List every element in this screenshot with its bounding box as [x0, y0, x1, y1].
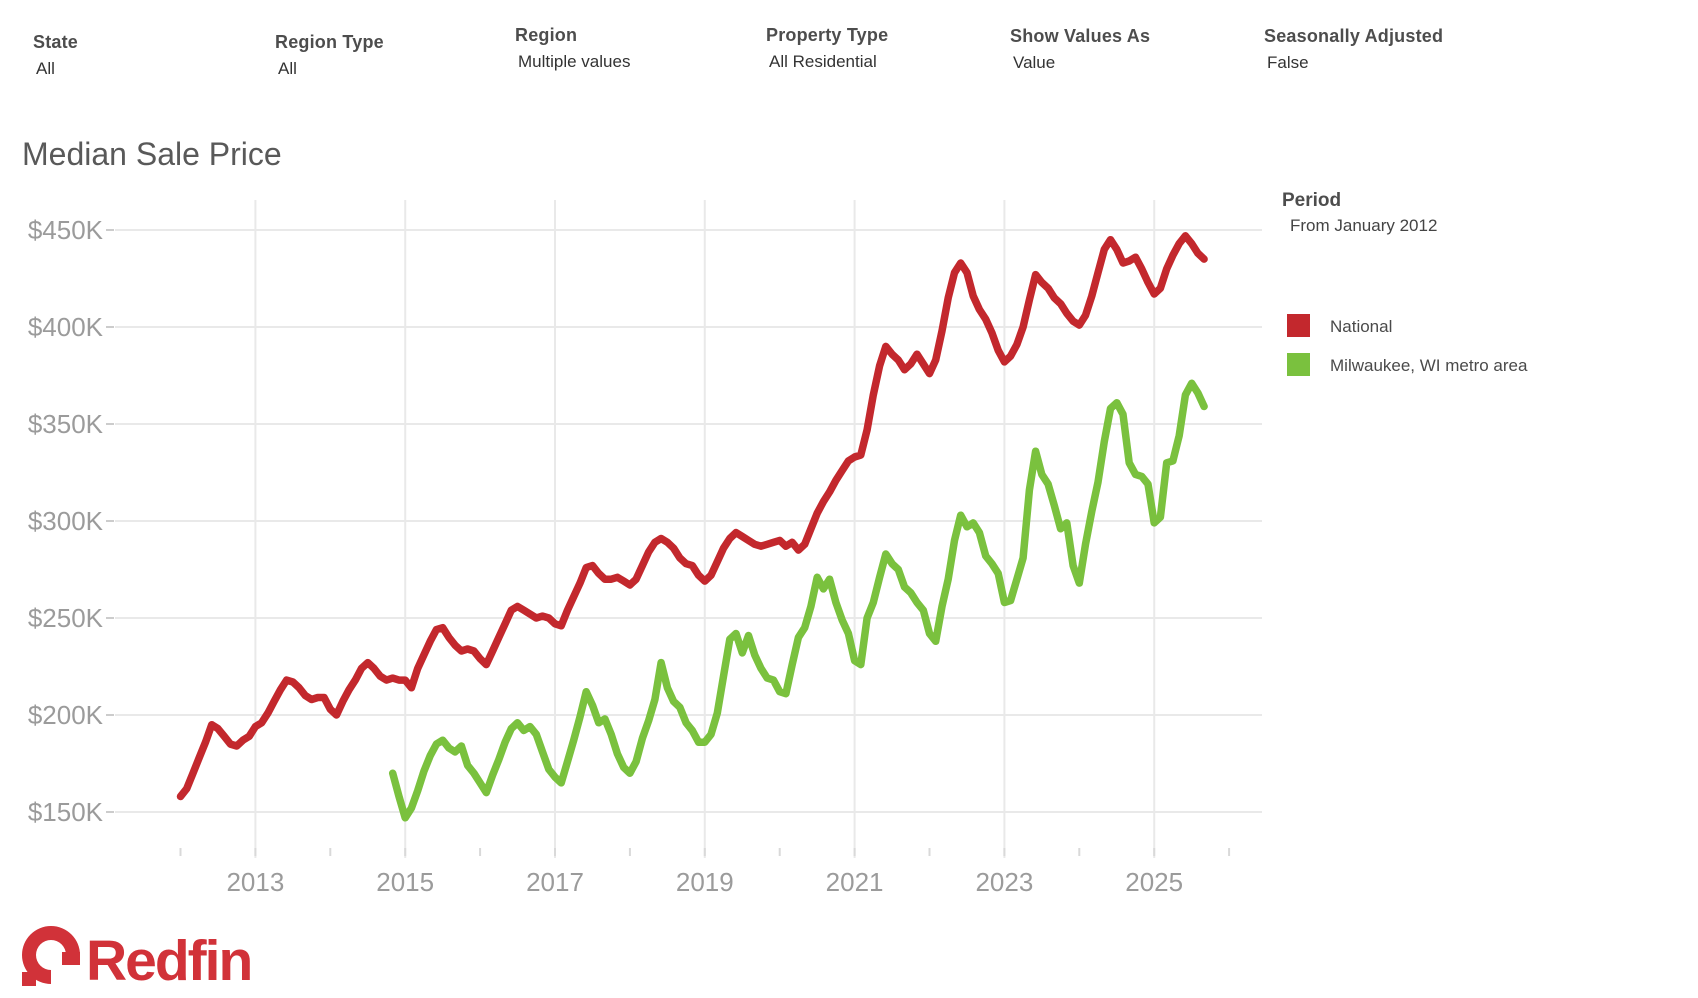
- filter-seasonally-adjusted-label: Seasonally Adjusted: [1264, 26, 1444, 46]
- y-axis-label: $350K: [28, 409, 104, 439]
- y-axis-label: $200K: [28, 700, 104, 730]
- filter-region-type-value[interactable]: All: [278, 59, 297, 78]
- x-axis-label: 2013: [226, 867, 284, 897]
- filter-state-value[interactable]: All: [36, 59, 55, 78]
- filter-seasonally-adjusted-value[interactable]: False: [1267, 53, 1309, 72]
- y-axis-label: $300K: [28, 506, 104, 536]
- y-axis-label: $250K: [28, 603, 104, 633]
- page-title: Median Sale Price: [22, 136, 282, 172]
- legend-swatch-national: [1287, 314, 1310, 337]
- filter-seasonally-adjusted[interactable]: Seasonally Adjusted False: [1264, 26, 1443, 73]
- x-axis-label: 2015: [376, 867, 434, 897]
- series-line-milwaukee[interactable]: [388, 379, 1208, 822]
- filter-state[interactable]: State All: [33, 32, 78, 79]
- filter-region-type-label: Region Type: [275, 32, 384, 52]
- x-axis-label: 2023: [975, 867, 1033, 897]
- y-axis-label: $400K: [28, 312, 104, 342]
- legend-label-national: National: [1330, 317, 1393, 336]
- x-axis-label: 2019: [676, 867, 734, 897]
- redfin-wordmark: Redfin: [86, 929, 251, 993]
- axis-labels: $450K $400K $350K $300K $250K $200K $150K 2013 2…: [28, 215, 1183, 897]
- redfin-house-icon: [22, 926, 80, 986]
- x-axis-label: 2025: [1125, 867, 1183, 897]
- legend-swatch-milwaukee: [1287, 353, 1310, 376]
- filter-property-type-value[interactable]: All Residential: [769, 52, 877, 71]
- legend-period-value: From January 2012: [1290, 216, 1438, 235]
- gridlines: [106, 200, 1262, 858]
- x-axis-label: 2017: [526, 867, 584, 897]
- series-line-national[interactable]: [176, 232, 1208, 801]
- filter-show-values-as-label: Show Values As: [1010, 26, 1151, 46]
- filter-region-type[interactable]: Region Type All: [275, 32, 384, 79]
- legend-period-label: Period: [1282, 190, 1342, 211]
- y-axis-label: $450K: [28, 215, 104, 245]
- filter-property-type-label: Property Type: [766, 25, 889, 45]
- filter-region-label: Region: [515, 25, 578, 45]
- filter-region[interactable]: Region Multiple values: [515, 25, 630, 72]
- filter-region-value[interactable]: Multiple values: [518, 52, 631, 71]
- filter-property-type[interactable]: Property Type All Residential: [766, 25, 888, 72]
- legend-label-milwaukee: Milwaukee, WI metro area: [1330, 356, 1528, 375]
- x-axis-label: 2021: [826, 867, 884, 897]
- redfin-logo[interactable]: Redfin: [18, 922, 278, 994]
- filter-state-label: State: [33, 32, 79, 52]
- filter-show-values-as[interactable]: Show Values As Value: [1010, 26, 1150, 73]
- y-axis-label: $150K: [28, 797, 104, 827]
- filter-show-values-as-value[interactable]: Value: [1013, 53, 1056, 72]
